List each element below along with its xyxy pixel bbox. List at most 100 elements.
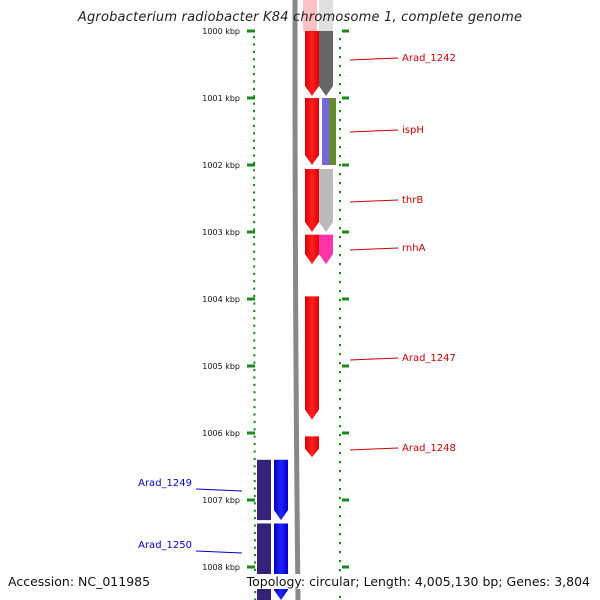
scale-dot [339,56,341,59]
scale-dot [253,317,256,320]
scale-dot [253,295,256,298]
gene-label: Arad_1248 [402,443,456,454]
scale-dot [253,228,256,231]
gene-label: rnhA [402,243,426,254]
scale-dot [253,346,256,349]
scale-dot [253,302,256,305]
gene-leader-line [349,199,399,203]
kbp-tick-mark [247,565,255,569]
scale-dot [339,110,341,113]
scale-dot [253,391,256,394]
kbp-tick-mark-right [342,498,349,502]
scale-dot [253,169,256,172]
scale-dot [253,272,256,275]
scale-dot [254,598,257,600]
scale-dot [253,258,256,261]
chromosome-backbone [292,0,301,600]
kbp-tick-mark-right [342,364,349,368]
scale-dot [339,164,341,167]
kbp-tick-mark [247,297,255,301]
scale-dot [339,254,341,257]
scale-dot [339,218,341,221]
scale-dot [253,213,256,216]
scale-dot [339,524,341,527]
scale-dot [339,416,341,419]
gene-arrow [305,169,319,232]
scale-dot [339,146,341,149]
scale-dot [253,524,256,527]
scale-dot [253,50,255,53]
scale-dot [253,58,255,61]
gene-leader-line [195,488,243,492]
kbp-scale: 1000 kbp 1001 kbp 1002 kbp 1003 kbp 1004 kbp… [202,27,349,572]
scale-dot [339,227,341,230]
scale-dot [253,65,255,68]
kbp-tick-label: 1007 kbp [202,496,240,505]
genome-info-text: Topology: circular; Length: 4,005,130 bp… [244,574,592,589]
gene-label: Arad_1247 [402,353,456,364]
kbp-tick-mark [247,29,255,33]
scale-dot [339,101,341,104]
scale-dot [339,434,341,437]
scale-dot [253,43,255,46]
scale-dot [339,569,341,572]
scale-dot [339,389,341,392]
scale-dot [339,128,341,131]
kbp-tick-mark [247,364,255,368]
gene-arrow [305,296,319,420]
scale-dot [254,568,257,571]
scale-dot [339,461,341,464]
scale-dot [339,452,341,455]
left-scale-track [253,36,257,600]
scale-dot [339,488,341,491]
gene-label: thrB [402,195,423,206]
gene-label: Arad_1250 [138,540,192,551]
scale-dot [253,147,255,150]
scale-dot [339,236,341,239]
scale-dot [339,551,341,554]
scale-dot [253,235,256,238]
kbp-tick-mark-right [342,297,349,301]
right-scale-track [339,38,341,599]
scale-dot [254,561,256,564]
scale-dot [339,326,341,329]
scale-dot [253,465,256,468]
scale-dot [339,470,341,473]
scale-dot [253,480,256,483]
scale-dot [339,200,341,203]
scale-dot [253,457,256,460]
scale-dot [339,506,341,509]
scale-dot [339,362,341,365]
gene-fragment [319,0,333,31]
kbp-tick-mark-right [342,230,349,234]
scale-dot [253,161,256,164]
cog-block [319,169,333,232]
gene-features [257,0,336,600]
kbp-tick-mark [247,431,255,435]
scale-dot [253,539,256,542]
scale-dot [339,137,341,140]
gene-label: Arad_1249 [138,478,192,489]
scale-dot [253,139,255,142]
scale-dot [253,502,256,505]
scale-dot [339,47,341,50]
cog-block [257,459,271,521]
kbp-tick-label: 1003 kbp [202,228,240,237]
scale-dot [339,596,341,599]
scale-dot [253,280,256,283]
gene-arrow [305,436,319,458]
scale-dot [253,376,256,379]
scale-dot [339,182,341,185]
kbp-tick-mark [247,498,255,502]
scale-dot [253,287,256,290]
gene-leader-line [349,57,399,61]
scale-dot [253,509,256,512]
scale-dot [254,546,256,549]
scale-dot [339,245,341,248]
scale-dot [253,428,256,431]
scale-dot [339,380,341,383]
scale-dot [339,74,341,77]
accession-text: Accession: NC_011985 [6,574,153,589]
scale-dot [253,369,256,372]
